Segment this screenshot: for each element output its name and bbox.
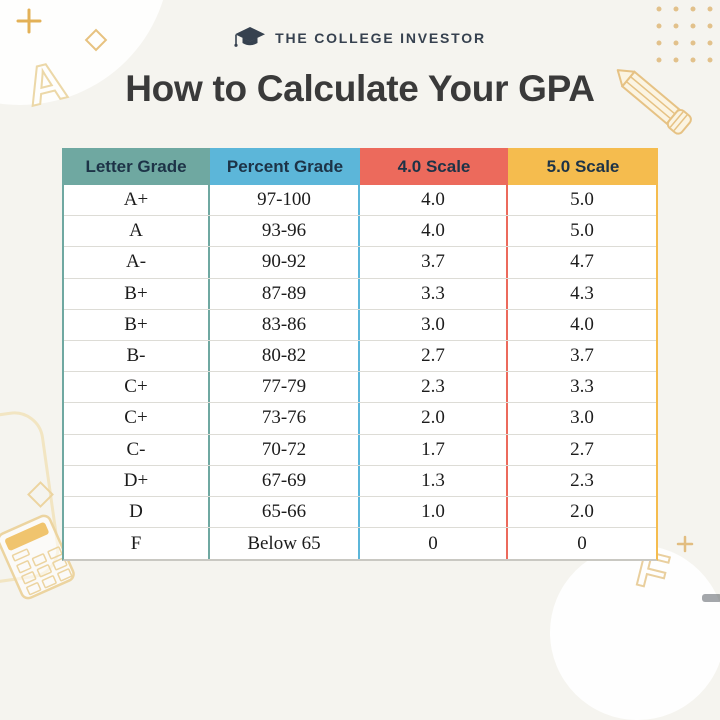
table-cell: 93-96: [210, 216, 360, 247]
table-cell: 70-72: [210, 434, 360, 465]
table-cell: 3.0: [360, 309, 508, 340]
table-cell: C+: [64, 372, 210, 403]
table-cell: 4.0: [360, 185, 508, 216]
brand-logo: THE COLLEGE INVESTOR: [0, 26, 720, 50]
table-cell: 2.0: [360, 403, 508, 434]
table-row: A 93-96 4.0 5.0: [64, 216, 656, 248]
table-row: C+ 73-76 2.0 3.0: [64, 403, 656, 435]
table-cell: 0: [360, 528, 508, 560]
table-cell: B+: [64, 278, 210, 309]
table-cell: 1.0: [360, 496, 508, 528]
table-cell: A: [64, 216, 210, 247]
table-cell: 3.3: [570, 376, 594, 398]
table-cell: 0: [577, 532, 587, 554]
table-cell: 83-86: [210, 309, 360, 340]
table-cell: 4.7: [570, 251, 594, 273]
table-cell: 2.3: [360, 372, 508, 403]
table-cell: 4.3: [570, 282, 594, 304]
table-cell: A+: [64, 185, 210, 216]
table-row: A- 90-92 3.7 4.7: [64, 247, 656, 279]
table-cell: 97-100: [210, 185, 360, 216]
table-cell: 2.0: [570, 500, 594, 522]
table-cell: D+: [64, 465, 210, 496]
table-cell: 67-69: [210, 465, 360, 496]
table-header-row: Letter Grade Percent Grade 4.0 Scale 5.0…: [62, 148, 658, 185]
table-cell: B-: [64, 340, 210, 372]
table-header-cell: Percent Grade: [210, 148, 360, 185]
letter-a-doodle-icon: A: [19, 49, 73, 119]
table-body: A+ 97-100 4.0 5.0 A 93-96 4.0 5.0 A- 90-92 3.7 4.7 B…: [62, 185, 658, 562]
corner-smudge: [702, 594, 720, 602]
table-cell: F: [64, 528, 210, 560]
pencil-icon: [606, 57, 698, 140]
table-cell: B+: [64, 309, 210, 340]
table-row: A+ 97-100 4.0 5.0: [64, 185, 656, 217]
plus-icon: [676, 535, 694, 553]
table-cell: 5.0: [570, 189, 594, 211]
table-cell: 90-92: [210, 247, 360, 278]
table-cell: Below 65: [210, 528, 360, 560]
table-row: C- 70-72 1.7 2.7: [64, 434, 656, 466]
table-cell: 5.0: [570, 220, 594, 242]
table-row: B+ 87-89 3.3 4.3: [64, 278, 656, 310]
table-cell: 80-82: [210, 340, 360, 372]
calculator-icon: [0, 511, 78, 603]
table-header-cell: 5.0 Scale: [508, 148, 658, 185]
table-row: F Below 65 0 0: [64, 528, 656, 560]
table-cell: 2.7: [570, 438, 594, 460]
page-title: How to Calculate Your GPA: [125, 68, 595, 109]
table-cell: 4.0: [570, 313, 594, 335]
table-cell: 77-79: [210, 372, 360, 403]
table-cell: C-: [64, 434, 210, 465]
table-cell: 87-89: [210, 278, 360, 309]
table-cell: D: [64, 496, 210, 528]
table-cell: C+: [64, 403, 210, 434]
table-row: B- 80-82 2.7 3.7: [64, 340, 656, 373]
table-cell: 2.7: [360, 340, 508, 372]
table-row: C+ 77-79 2.3 3.3: [64, 372, 656, 404]
table-header-cell: 4.0 Scale: [360, 148, 508, 185]
dots-grid-icon: [656, 6, 713, 63]
table-cell: 4.0: [360, 216, 508, 247]
table-cell: A-: [64, 247, 210, 278]
graduation-cap-icon: [234, 27, 266, 47]
table-row: D 65-66 1.0 2.0: [64, 496, 656, 529]
gpa-table: Letter Grade Percent Grade 4.0 Scale 5.0…: [62, 148, 658, 562]
table-cell: 3.3: [360, 278, 508, 309]
brand-name: THE COLLEGE INVESTOR: [275, 30, 486, 46]
table-row: D+ 67-69 1.3 2.3: [64, 465, 656, 497]
table-cell: 3.0: [570, 407, 594, 429]
table-cell: 1.3: [360, 465, 508, 496]
table-cell: 3.7: [360, 247, 508, 278]
table-cell: 3.7: [570, 345, 594, 367]
table-cell: 1.7: [360, 434, 508, 465]
table-row: B+ 83-86 3.0 4.0: [64, 309, 656, 341]
table-cell: 2.3: [570, 469, 594, 491]
table-cell: 73-76: [210, 403, 360, 434]
table-cell: 65-66: [210, 496, 360, 528]
table-header-cell: Letter Grade: [62, 148, 210, 185]
plus-icon: [16, 8, 42, 34]
